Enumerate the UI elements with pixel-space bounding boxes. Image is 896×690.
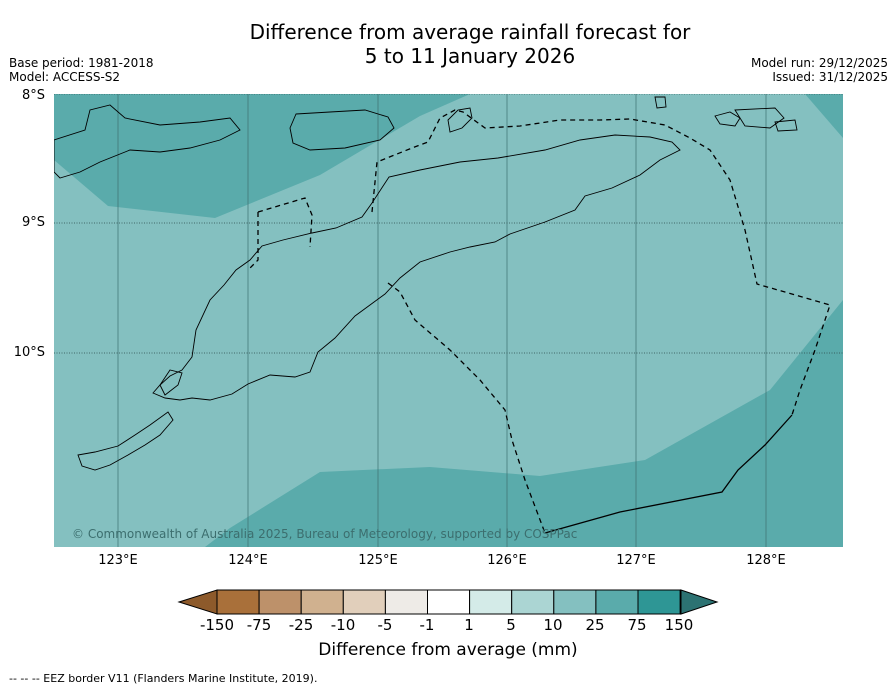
metadata-right: Model run: 29/12/2025 Issued: 31/12/2025 <box>751 56 888 84</box>
lon-label-128e: 128°E <box>746 553 786 568</box>
northern-islet-outline <box>447 107 473 133</box>
rainfall-zone-25-75-northeast <box>805 94 843 138</box>
title-line-2: 5 to 11 January 2026 <box>364 44 576 68</box>
colorbar-cell <box>427 589 471 615</box>
lat-label-8s: 8°S <box>21 88 45 103</box>
lat-label-10s: 10°S <box>13 345 45 360</box>
model-name: Model: ACCESS-S2 <box>9 70 121 84</box>
lon-label-124e: 124°E <box>228 553 268 568</box>
colorbar-title: Difference from average (mm) <box>318 640 578 660</box>
eez-border <box>249 109 831 534</box>
tanimbar-islands-outline <box>654 96 798 132</box>
colorbar-cell <box>511 589 555 615</box>
base-period: Base period: 1981-2018 <box>9 56 154 70</box>
colorbar-cell <box>258 589 302 615</box>
coastlines <box>54 96 798 471</box>
colorbar-cell <box>553 589 597 615</box>
flores-islands-outline <box>54 104 241 179</box>
longitude-gridlines <box>117 94 767 547</box>
map-plot <box>54 94 843 547</box>
rainfall-zone-25-75-south <box>205 300 843 547</box>
timor-island-outline <box>152 134 681 401</box>
rote-island-outline <box>77 411 174 471</box>
colorbar-cell <box>342 589 386 615</box>
colorbar-label: -1 <box>419 616 435 634</box>
lon-label-127e: 127°E <box>616 553 656 568</box>
colorbar-label: 5 <box>506 616 516 634</box>
colorbar-label: 75 <box>627 616 647 634</box>
colorbar-label: 1 <box>464 616 474 634</box>
lon-label-123e: 123°E <box>98 553 138 568</box>
colorbar-label: -150 <box>199 616 235 634</box>
colorbar-cell <box>637 589 681 615</box>
colorbar-overflow-triangle <box>680 589 719 615</box>
eez-footnote: -- -- -- EEZ border V11 (Flanders Marine… <box>9 672 318 685</box>
title-line-1: Difference from average rainfall forecas… <box>249 20 691 44</box>
model-run: Model run: 29/12/2025 <box>750 56 888 70</box>
colorbar-underflow-triangle <box>177 589 218 615</box>
issued-date: Issued: 31/12/2025 <box>772 70 888 84</box>
colorbar-label: 25 <box>585 616 605 634</box>
colorbar-cell <box>300 589 344 615</box>
colorbar-label: 10 <box>543 616 563 634</box>
colorbar <box>177 589 719 615</box>
colorbar-cell <box>469 589 513 615</box>
semau-island-outline <box>159 369 183 396</box>
colorbar-label: -10 <box>330 616 356 634</box>
lon-label-125e: 125°E <box>358 553 398 568</box>
eez-border-solid <box>544 414 793 534</box>
lon-label-126e: 126°E <box>487 553 527 568</box>
colorbar-label: -25 <box>288 616 314 634</box>
metadata-left: Base period: 1981-2018 Model: ACCESS-S2 <box>9 56 154 84</box>
colorbar-label: -5 <box>377 616 393 634</box>
map-title: Difference from average rainfall forecas… <box>0 20 896 68</box>
lat-label-9s: 9°S <box>21 215 45 230</box>
colorbar-cell <box>384 589 428 615</box>
copyright-credit: © Commonwealth of Australia 2025, Bureau… <box>72 527 578 541</box>
alor-wetar-islands-outline <box>289 109 395 151</box>
colorbar-cell <box>216 589 260 615</box>
latitude-gridlines <box>54 94 843 354</box>
colorbar-label: -75 <box>246 616 272 634</box>
colorbar-cell <box>595 589 639 615</box>
colorbar-label: 150 <box>664 616 694 634</box>
